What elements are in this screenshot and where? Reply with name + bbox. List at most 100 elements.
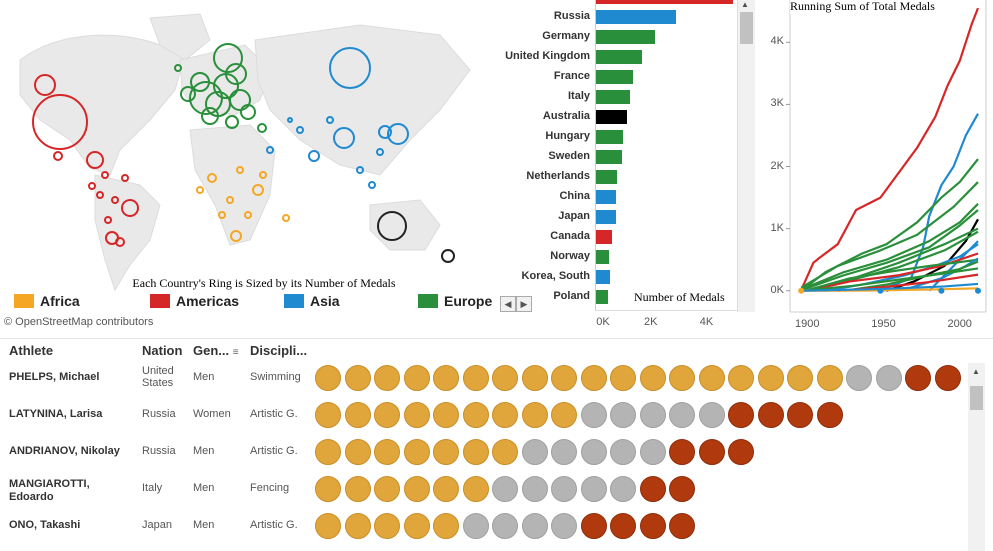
country-label[interactable]: Italy bbox=[567, 90, 590, 102]
cell-athlete[interactable]: MANGIAROTTI, Edoardo bbox=[9, 478, 90, 503]
silver-medal[interactable] bbox=[639, 439, 666, 465]
country-label[interactable]: Hungary bbox=[545, 130, 590, 142]
map-attribution[interactable]: © OpenStreetMap contributors bbox=[4, 316, 154, 328]
country-bar[interactable] bbox=[595, 130, 623, 144]
country-label[interactable]: Korea, South bbox=[521, 270, 590, 282]
gold-medal[interactable] bbox=[403, 513, 430, 539]
gold-medal[interactable] bbox=[521, 365, 548, 391]
country-ring[interactable] bbox=[180, 86, 196, 102]
bronze-medal[interactable] bbox=[669, 439, 695, 465]
gold-medal[interactable] bbox=[521, 402, 548, 428]
country-ring[interactable] bbox=[32, 94, 88, 150]
running-sum-line[interactable] bbox=[825, 243, 979, 292]
country-ring[interactable] bbox=[333, 127, 355, 149]
gold-medal[interactable] bbox=[315, 402, 341, 428]
gold-medal[interactable] bbox=[639, 365, 666, 391]
country-ring[interactable] bbox=[356, 166, 364, 174]
gold-medal[interactable] bbox=[374, 402, 400, 428]
header-gender[interactable]: Gen... ≡ bbox=[193, 343, 239, 358]
country-label[interactable]: Russia bbox=[553, 10, 590, 22]
gold-medal[interactable] bbox=[728, 365, 754, 391]
gold-medal[interactable] bbox=[433, 513, 459, 539]
country-ring[interactable] bbox=[196, 186, 204, 194]
gold-medal[interactable] bbox=[669, 365, 695, 391]
scroll-up-icon[interactable]: ▲ bbox=[741, 0, 749, 9]
gold-medal[interactable] bbox=[403, 402, 430, 428]
silver-medal[interactable] bbox=[669, 402, 695, 428]
gold-medal[interactable] bbox=[344, 476, 371, 502]
table-scrollbar[interactable]: ▲ bbox=[968, 363, 985, 551]
gold-medal[interactable] bbox=[315, 365, 341, 391]
country-ring[interactable] bbox=[230, 230, 242, 242]
running-sum-line[interactable] bbox=[801, 267, 979, 292]
legend-item-europe[interactable]: Europe bbox=[418, 293, 492, 309]
table-scroll-thumb[interactable] bbox=[970, 386, 983, 410]
gold-medal[interactable] bbox=[492, 439, 518, 465]
country-ring[interactable] bbox=[111, 196, 119, 204]
gold-medal[interactable] bbox=[433, 402, 459, 428]
gold-medal[interactable] bbox=[315, 513, 341, 539]
scroll-right-button[interactable]: ▶ bbox=[516, 296, 532, 312]
bar-united-states-partial[interactable] bbox=[595, 0, 733, 4]
country-ring[interactable] bbox=[34, 74, 56, 96]
scroll-up-icon[interactable]: ▲ bbox=[972, 367, 980, 376]
country-ring[interactable] bbox=[252, 184, 264, 196]
bronze-medal[interactable] bbox=[757, 402, 784, 428]
gold-medal[interactable] bbox=[374, 365, 400, 391]
scroll-left-button[interactable]: ◀ bbox=[500, 296, 516, 312]
cell-athlete[interactable]: PHELPS, Michael bbox=[9, 371, 100, 383]
country-ring[interactable] bbox=[326, 116, 334, 124]
country-bar[interactable] bbox=[595, 30, 655, 44]
country-ring[interactable] bbox=[377, 211, 407, 241]
country-ring[interactable] bbox=[296, 126, 304, 134]
gold-medal[interactable] bbox=[403, 365, 430, 391]
bronze-medal[interactable] bbox=[639, 476, 666, 502]
table-row[interactable]: ANDRIANOV, Nikolay Russia Men Artistic G. bbox=[0, 437, 965, 473]
country-ring[interactable] bbox=[229, 89, 251, 111]
country-ring[interactable] bbox=[244, 211, 252, 219]
gold-medal[interactable] bbox=[492, 402, 518, 428]
gold-medal[interactable] bbox=[551, 402, 577, 428]
silver-medal[interactable] bbox=[875, 365, 902, 391]
gold-medal[interactable] bbox=[315, 439, 341, 465]
header-discipline[interactable]: Discipli... bbox=[250, 343, 308, 358]
country-ring[interactable] bbox=[207, 173, 217, 183]
bronze-medal[interactable] bbox=[669, 476, 695, 502]
country-bar[interactable] bbox=[595, 150, 623, 164]
baseline-point[interactable] bbox=[938, 287, 945, 294]
country-label[interactable]: China bbox=[559, 190, 590, 202]
gold-medal[interactable] bbox=[551, 365, 577, 391]
running-sum-line[interactable] bbox=[800, 209, 979, 292]
country-ring[interactable] bbox=[257, 123, 267, 133]
country-ring[interactable] bbox=[236, 166, 244, 174]
gold-medal[interactable] bbox=[462, 476, 489, 502]
running-sum-line[interactable] bbox=[800, 7, 980, 291]
gold-medal[interactable] bbox=[757, 365, 784, 391]
baseline-point[interactable] bbox=[877, 287, 884, 294]
silver-medal[interactable] bbox=[551, 476, 577, 502]
country-label[interactable]: Norway bbox=[550, 250, 590, 262]
country-ring[interactable] bbox=[266, 146, 274, 154]
country-label[interactable]: Germany bbox=[542, 30, 590, 42]
silver-medal[interactable] bbox=[580, 402, 607, 428]
running-sum-svg[interactable] bbox=[760, 0, 993, 335]
gold-medal[interactable] bbox=[698, 365, 725, 391]
country-ring[interactable] bbox=[387, 123, 409, 145]
country-label[interactable]: Sweden bbox=[548, 150, 590, 162]
country-rings[interactable] bbox=[32, 43, 455, 263]
gold-medal[interactable] bbox=[374, 439, 400, 465]
bar-chart-scrollbar[interactable]: ▲ bbox=[737, 0, 755, 312]
country-ring[interactable] bbox=[282, 214, 290, 222]
gold-medal[interactable] bbox=[787, 365, 813, 391]
bar-measure-label[interactable]: Number of Medals bbox=[634, 290, 725, 305]
running-sum-line[interactable] bbox=[801, 282, 979, 292]
country-ring[interactable] bbox=[441, 249, 455, 263]
silver-medal[interactable] bbox=[610, 439, 636, 465]
gold-medal[interactable] bbox=[462, 402, 489, 428]
table-row[interactable]: ONO, Takashi Japan Men Artistic G. bbox=[0, 511, 965, 547]
gold-medal[interactable] bbox=[433, 476, 459, 502]
running-sum-line[interactable] bbox=[806, 258, 979, 292]
silver-medal[interactable] bbox=[580, 476, 607, 502]
bronze-medal[interactable] bbox=[669, 513, 695, 539]
silver-medal[interactable] bbox=[492, 476, 518, 502]
